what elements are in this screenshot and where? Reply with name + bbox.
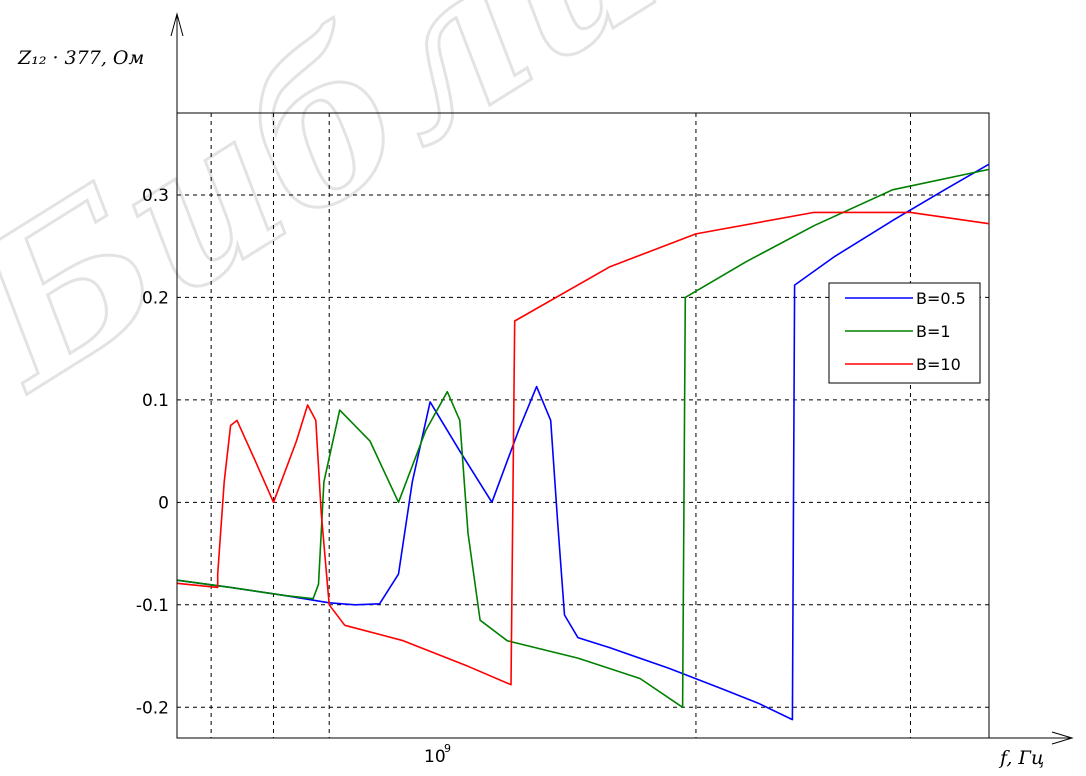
x-axis-label: f, Гц: [998, 747, 1044, 769]
y-tick-label: 0.1: [142, 391, 169, 411]
x-axis-arrow: [989, 731, 1074, 745]
series-line-1: [176, 168, 990, 709]
series-lines: [176, 163, 990, 721]
x-tick-label-base: 10: [424, 747, 446, 767]
grid: [177, 113, 989, 738]
series-line-0: [176, 163, 990, 721]
legend-label: B=0.5: [916, 289, 966, 308]
legend-label: B=10: [916, 355, 961, 374]
y-axis-arrow: [170, 12, 184, 738]
y-tick-label: 0: [158, 493, 169, 513]
legend-label: B=1: [916, 322, 951, 341]
legend-box: [828, 282, 981, 384]
y-tick-label: 0.2: [142, 288, 169, 308]
x-tick-label-exponent: 9: [444, 742, 451, 755]
legend: B=0.5 B=1 B=10: [828, 282, 981, 384]
y-axis-label: Z₁₂ · 377, Ом: [17, 47, 144, 69]
y-tick-label: -0.2: [136, 698, 169, 718]
y-tick-label: 0.3: [142, 186, 169, 206]
series-line-2: [176, 211, 990, 686]
y-tick-label: -0.1: [136, 596, 169, 616]
y-ticks: -0.2 -0.1 0 0.1 0.2 0.3: [136, 186, 169, 718]
